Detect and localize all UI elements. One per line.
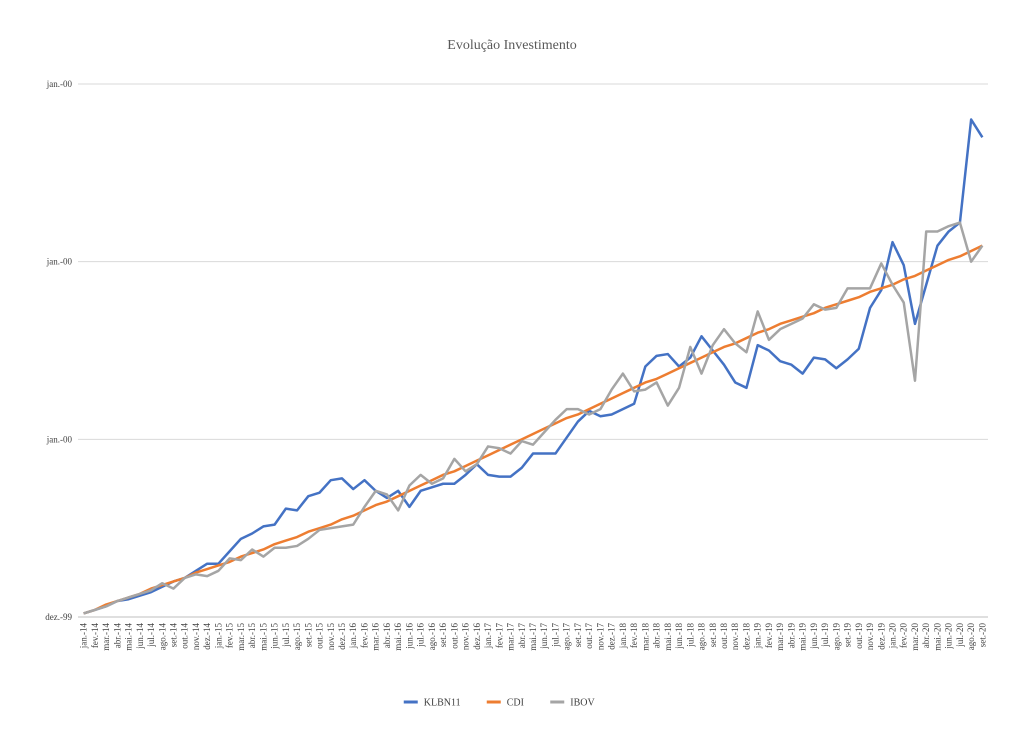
x-tick-label: set.-19 <box>843 623 853 648</box>
x-tick-label: mai.-14 <box>124 623 134 651</box>
x-tick-label: mai.-17 <box>528 623 538 651</box>
x-tick-label: jan.-18 <box>618 623 628 650</box>
x-tick-label: ago.-17 <box>562 623 572 651</box>
x-tick-label: dez.-16 <box>472 623 482 650</box>
x-tick-label: jul.-17 <box>550 623 560 648</box>
x-tick-label: jun.-17 <box>539 623 549 650</box>
x-tick-label: out.-16 <box>449 623 459 649</box>
x-tick-label: mar.-16 <box>371 623 381 651</box>
x-tick-label: set.-14 <box>168 623 178 648</box>
x-tick-label: out.-14 <box>180 623 190 649</box>
y-tick-label: jan.-00 <box>46 79 73 89</box>
x-tick-label: nov.-17 <box>595 623 605 651</box>
x-tick-label: ago.-18 <box>697 623 707 651</box>
x-tick-label: jan.-15 <box>213 623 223 650</box>
x-tick-label: mar.-15 <box>236 623 246 651</box>
legend-label: KLBN11 <box>424 698 461 709</box>
x-tick-label: set.-15 <box>303 623 313 648</box>
x-tick-label: mai.-20 <box>932 623 942 651</box>
x-tick-label: set.-17 <box>573 623 583 648</box>
x-tick-label: dez.-18 <box>741 623 751 650</box>
x-tick-label: fev.-17 <box>494 623 504 649</box>
x-tick-label: mai.-18 <box>663 623 673 651</box>
x-tick-label: jun.-16 <box>404 623 414 650</box>
x-tick-label: out.-17 <box>584 623 594 649</box>
x-tick-label: jul.-16 <box>416 623 426 648</box>
x-tick-label: out.-18 <box>719 623 729 649</box>
x-tick-label: set.-16 <box>438 623 448 648</box>
x-tick-label: fev.-19 <box>764 623 774 649</box>
x-tick-label: ago.-20 <box>966 623 976 651</box>
x-tick-label: fev.-14 <box>90 623 100 649</box>
legend-label: CDI <box>507 698 524 709</box>
x-tick-label: ago.-19 <box>831 623 841 651</box>
x-tick-label: mar.-17 <box>506 623 516 651</box>
x-tick-label: dez.-14 <box>202 623 212 650</box>
y-tick-label: jan.-00 <box>46 257 73 267</box>
x-tick-label: nov.-18 <box>730 623 740 651</box>
x-tick-label: jul.-15 <box>281 623 291 648</box>
series-line <box>83 221 984 615</box>
y-tick-label: dez.-99 <box>45 612 72 622</box>
x-tick-label: jan.-17 <box>483 623 493 650</box>
x-tick-label: out.-19 <box>854 623 864 649</box>
x-tick-label: set.-18 <box>708 623 718 648</box>
x-tick-label: abr.-14 <box>112 623 122 649</box>
legend-label: IBOV <box>570 698 595 709</box>
chart-title: Evolução Investimento <box>447 38 576 53</box>
x-tick-label: mai.-16 <box>393 623 403 651</box>
x-tick-label: jun.-15 <box>270 623 280 650</box>
x-tick-label: fev.-15 <box>225 623 235 649</box>
x-tick-label: nov.-19 <box>865 623 875 651</box>
x-tick-label: set.-20 <box>977 623 987 648</box>
x-tick-label: abr.-18 <box>652 623 662 649</box>
x-tick-label: jun.-18 <box>674 623 684 650</box>
x-tick-label: abr.-19 <box>786 623 796 649</box>
x-tick-label: jun.-14 <box>135 623 145 650</box>
x-tick-label: nov.-14 <box>191 623 201 651</box>
y-tick-label: jan.-00 <box>46 434 73 444</box>
x-tick-label: fev.-20 <box>899 623 909 649</box>
x-tick-label: jul.-14 <box>146 623 156 648</box>
x-tick-label: fev.-16 <box>359 623 369 649</box>
x-tick-label: ago.-16 <box>427 623 437 651</box>
x-tick-label: out.-15 <box>315 623 325 649</box>
x-tick-label: abr.-20 <box>921 623 931 649</box>
x-tick-label: dez.-19 <box>876 623 886 650</box>
x-tick-label: mai.-15 <box>258 623 268 651</box>
x-tick-label: abr.-16 <box>382 623 392 649</box>
x-tick-label: mar.-18 <box>640 623 650 651</box>
x-tick-label: abr.-17 <box>517 623 527 649</box>
series-line <box>83 118 984 615</box>
x-tick-label: ago.-14 <box>157 623 167 651</box>
x-tick-label: abr.-15 <box>247 623 257 649</box>
x-tick-label: dez.-15 <box>337 623 347 650</box>
x-tick-label: nov.-15 <box>326 623 336 651</box>
x-tick-label: fev.-18 <box>629 623 639 649</box>
x-tick-label: jul.-19 <box>820 623 830 648</box>
x-tick-label: jul.-18 <box>685 623 695 648</box>
x-tick-label: jun.-20 <box>944 623 954 650</box>
x-tick-label: mar.-20 <box>910 623 920 651</box>
x-tick-label: mar.-14 <box>101 623 111 651</box>
x-tick-label: jan.-14 <box>79 623 89 650</box>
x-tick-label: jun.-19 <box>809 623 819 650</box>
x-tick-label: jan.-16 <box>348 623 358 650</box>
x-tick-label: jan.-20 <box>888 623 898 650</box>
x-tick-label: ago.-15 <box>292 623 302 651</box>
x-tick-label: dez.-17 <box>607 623 617 650</box>
x-tick-label: mai.-19 <box>798 623 808 651</box>
x-tick-label: jul.-20 <box>955 623 965 648</box>
x-tick-label: nov.-16 <box>461 623 471 651</box>
x-tick-label: jan.-19 <box>753 623 763 650</box>
x-tick-label: mar.-19 <box>775 623 785 651</box>
